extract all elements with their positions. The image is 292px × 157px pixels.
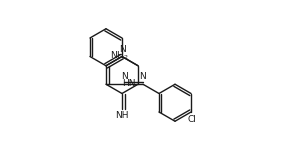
Text: NH: NH [115,111,129,120]
Text: HN: HN [122,79,135,88]
Text: N: N [119,45,126,54]
Text: NH$_2$: NH$_2$ [110,50,128,62]
Text: Cl: Cl [187,114,197,124]
Text: N: N [121,72,128,81]
Text: N: N [140,72,146,81]
